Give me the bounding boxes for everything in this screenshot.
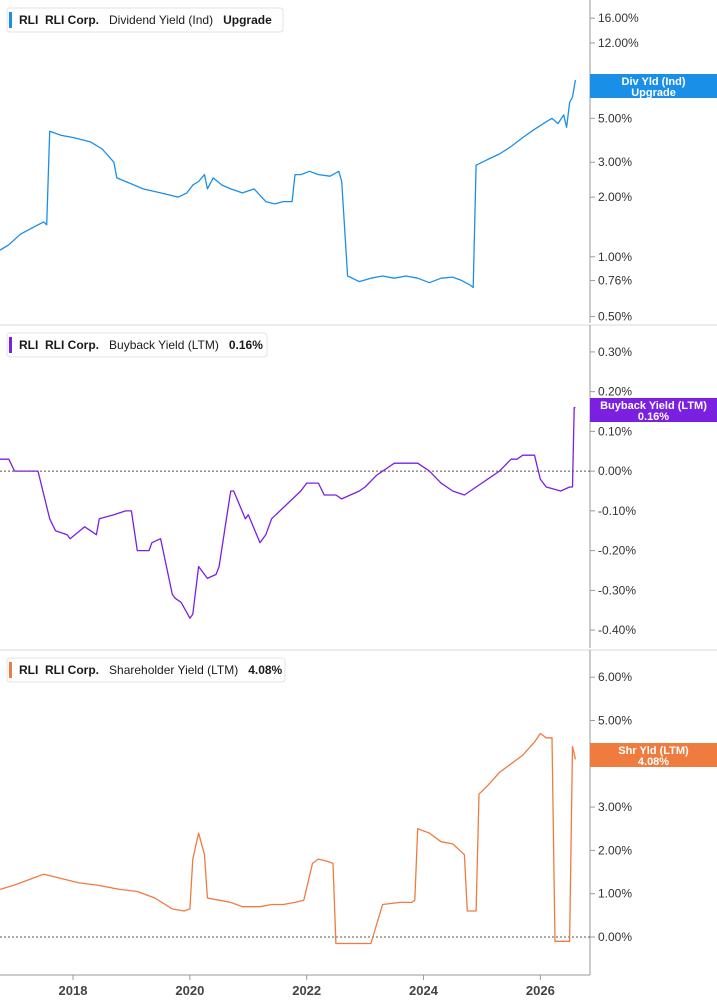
last-value-tag: Buyback Yield (LTM)0.16% <box>590 398 717 423</box>
chart-panel-3: 0.00% 1.00% 2.00% 3.00% 5.00% 6.00% RLI RLI Co… <box>0 649 717 975</box>
y-tick-label: 5.00% <box>598 713 632 727</box>
y-tick-label: 6.00% <box>598 670 632 684</box>
chart-panel-2: -0.40% -0.30% -0.20% -0.10% 0.00% 0.10% 0.20% 0… <box>0 324 717 648</box>
legend-box <box>6 7 284 33</box>
tag-label: Buyback Yield (LTM) <box>600 400 707 412</box>
y-tick-label: 1.00% <box>598 250 632 264</box>
y-tick-label: 12.00% <box>598 36 639 50</box>
legend-box <box>6 332 268 358</box>
x-tick-label: 2026 <box>526 983 555 998</box>
tag-background <box>590 743 717 767</box>
y-tick-label: 0.00% <box>598 464 632 478</box>
legend-value: Upgrade <box>213 13 272 27</box>
last-value-tag: Div Yld (Ind)Upgrade <box>590 74 717 99</box>
y-tick-label: 0.76% <box>598 273 632 287</box>
x-tick-label: 2020 <box>175 983 204 998</box>
y-tick-label: 16.00% <box>598 11 639 25</box>
y-tick-label: -0.40% <box>598 623 636 637</box>
legend-ticker: RLI <box>19 338 38 352</box>
chart-panel-1: 0.50% 0.76% 1.00% 2.00% 3.00% 5.00% 12.00% 16.0… <box>0 0 717 323</box>
y-tick-label: -0.30% <box>598 583 636 597</box>
legend-box <box>6 657 286 683</box>
y-tick-label: 0.10% <box>598 424 632 438</box>
x-tick-label: 2024 <box>409 983 439 998</box>
legend-swatch <box>9 662 12 678</box>
last-value-tag: Shr Yld (LTM)4.08% <box>590 743 717 768</box>
legend-company: RLI Corp. <box>38 13 99 27</box>
legend-value: 0.16% <box>219 338 263 352</box>
legend-company: RLI Corp. <box>38 663 99 677</box>
y-tick-label: 2.00% <box>598 843 632 857</box>
y-tick-label: 2.00% <box>598 190 632 204</box>
tag-background <box>590 74 717 98</box>
legend-ticker: RLI <box>19 663 38 677</box>
x-tick-label: 2022 <box>292 983 321 998</box>
y-tick-label: 0.00% <box>598 930 632 944</box>
x-tick-label: 2018 <box>59 983 88 998</box>
legend: RLI RLI Corp. Shareholder Yield (LTM) 4.… <box>6 657 286 683</box>
y-tick-label: 0.30% <box>598 345 632 359</box>
legend-metric: Shareholder Yield (LTM) <box>99 663 238 677</box>
tag-label: Div Yld (Ind) <box>622 76 686 88</box>
y-tick-label: 0.20% <box>598 385 632 399</box>
tag-value: 0.16% <box>638 411 669 423</box>
series-line <box>0 732 577 945</box>
legend: RLI RLI Corp. Dividend Yield (Ind) Upgra… <box>6 7 284 33</box>
legend: RLI RLI Corp. Buyback Yield (LTM) 0.16% <box>6 332 268 358</box>
legend-company: RLI Corp. <box>38 338 99 352</box>
legend-label: RLI RLI Corp. Buyback Yield (LTM) 0.16% <box>19 338 263 352</box>
x-axis: 2018 2020 2022 2024 2026 <box>0 974 590 998</box>
tag-value: 4.08% <box>638 756 669 768</box>
legend-metric: Buyback Yield (LTM) <box>99 338 219 352</box>
legend-label: RLI RLI Corp. Shareholder Yield (LTM) 4.… <box>19 663 283 677</box>
legend-ticker: RLI <box>19 13 38 27</box>
y-tick-label: -0.10% <box>598 504 636 518</box>
legend-swatch <box>9 337 12 353</box>
y-tick-label: 5.00% <box>598 111 632 125</box>
y-tick-label: 3.00% <box>598 155 632 169</box>
series-line <box>0 79 577 289</box>
tag-background <box>590 398 717 422</box>
tag-value: Upgrade <box>631 87 676 99</box>
y-tick-label: 0.50% <box>598 309 632 323</box>
y-tick-label: 1.00% <box>598 887 632 901</box>
legend-label: RLI RLI Corp. Dividend Yield (Ind) Upgra… <box>19 13 272 27</box>
legend-value: 4.08% <box>238 663 282 677</box>
legend-swatch <box>9 12 12 28</box>
y-tick-label: -0.20% <box>598 544 636 558</box>
series-line <box>0 406 576 619</box>
legend-metric: Dividend Yield (Ind) <box>99 13 213 27</box>
y-tick-label: 3.00% <box>598 800 632 814</box>
tag-label: Shr Yld (LTM) <box>618 745 689 757</box>
